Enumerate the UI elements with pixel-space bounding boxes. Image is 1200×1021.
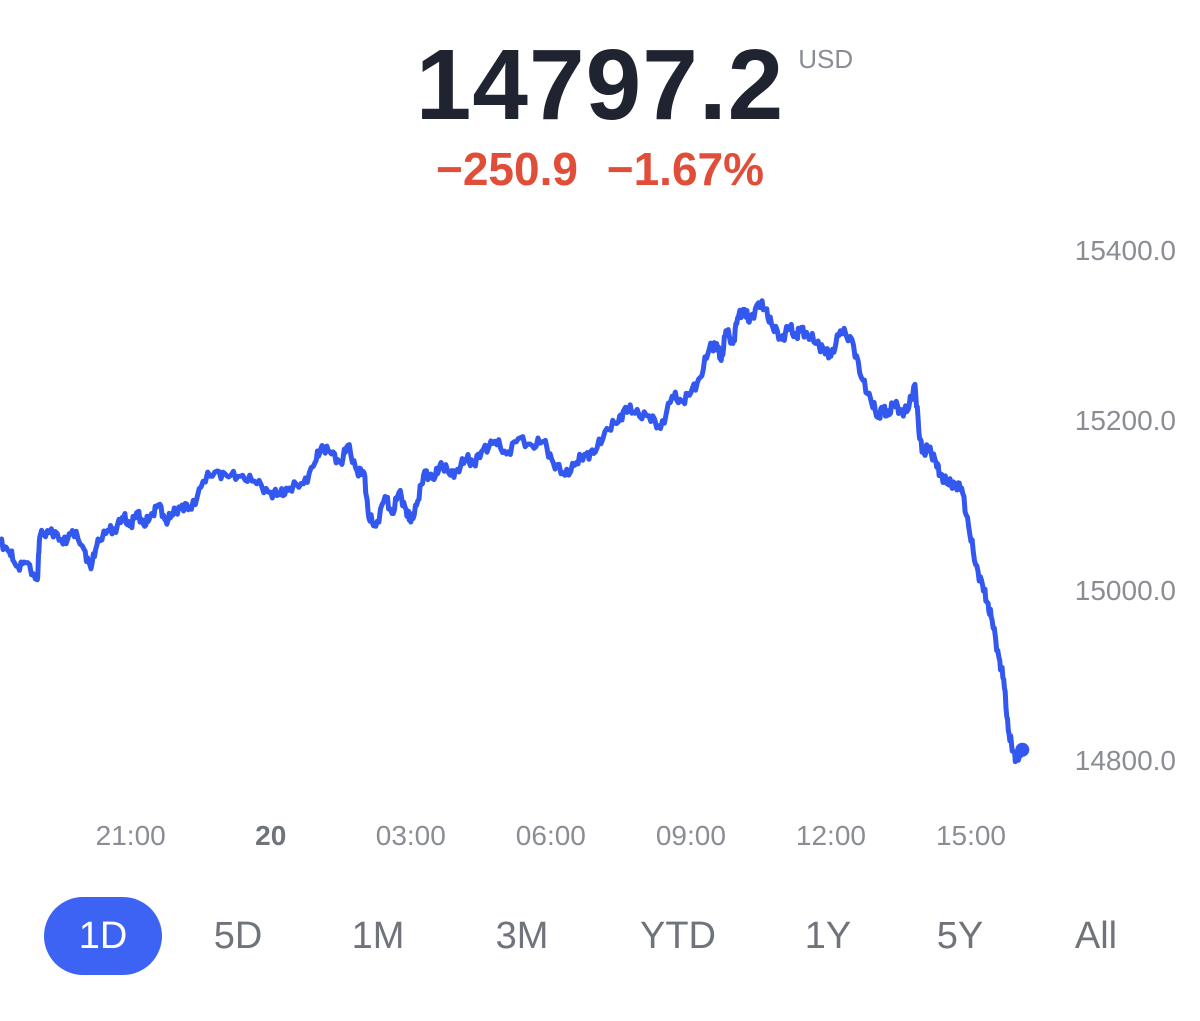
x-tick-label: 21:00 <box>96 820 166 851</box>
price-row: 14797.2 USD <box>415 29 853 141</box>
range-button-all[interactable]: All <box>1074 915 1118 957</box>
x-tick-label: 03:00 <box>376 820 446 851</box>
range-button-5y[interactable]: 5Y <box>936 915 984 957</box>
y-tick-label: 15000.0 <box>1075 575 1176 606</box>
current-price: 14797.2 <box>415 29 785 141</box>
range-button-1d[interactable]: 1D <box>44 897 162 975</box>
x-tick-label: 09:00 <box>656 820 726 851</box>
range-button-1m[interactable]: 1M <box>351 915 405 957</box>
x-tick-label: 15:00 <box>936 820 1006 851</box>
price-change: −250.9 −1.67% <box>0 142 1200 196</box>
x-tick-label: 06:00 <box>516 820 586 851</box>
price-series-line <box>0 298 1025 765</box>
y-tick-label: 15200.0 <box>1075 405 1176 436</box>
range-button-ytd[interactable]: YTD <box>640 915 716 957</box>
quote-header: 14797.2 USD <box>0 30 1200 140</box>
range-button-5d[interactable]: 5D <box>213 915 263 957</box>
x-tick-label: 12:00 <box>796 820 866 851</box>
y-tick-label: 15400.0 <box>1075 235 1176 266</box>
range-button-1y[interactable]: 1Y <box>804 915 852 957</box>
price-chart: 15400.0 15200.0 15000.0 14800.0 21:00 20 03:0… <box>0 235 1176 851</box>
range-button-3m[interactable]: 3M <box>495 915 549 957</box>
y-axis: 15400.0 15200.0 15000.0 14800.0 <box>1075 235 1176 776</box>
change-absolute: −250.9 <box>435 143 578 195</box>
x-tick-label: 20 <box>255 820 286 851</box>
last-price-marker <box>1015 742 1030 757</box>
range-selector: 1D 5D 1M 3M YTD 1Y 5Y All <box>0 897 1200 975</box>
currency-label: USD <box>798 44 854 74</box>
y-tick-label: 14800.0 <box>1075 745 1176 776</box>
change-percent: −1.67% <box>606 143 765 195</box>
last-price-dot <box>1015 742 1030 757</box>
x-axis: 21:00 20 03:00 06:00 09:00 12:00 15:00 <box>96 820 1006 851</box>
